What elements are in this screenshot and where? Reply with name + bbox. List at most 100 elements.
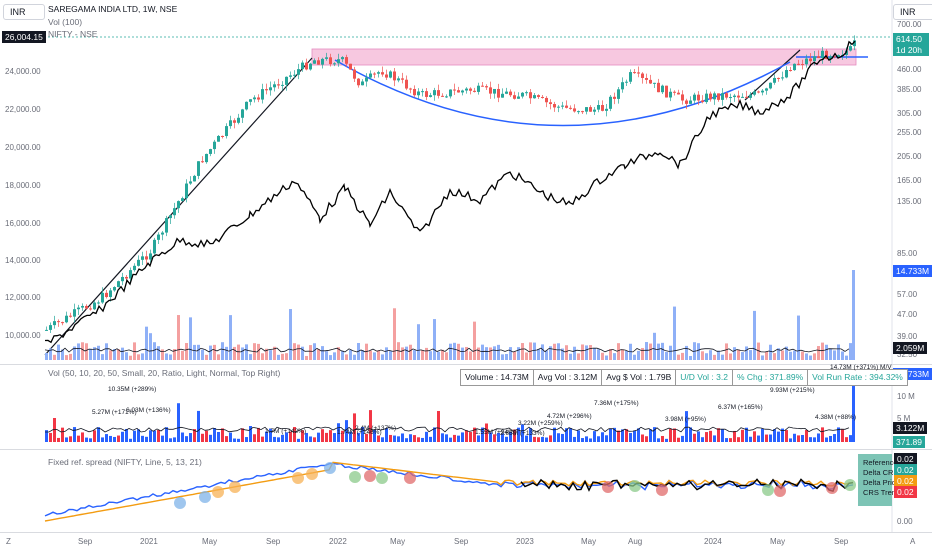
- candle: [209, 149, 212, 154]
- volume-bar: [349, 349, 352, 360]
- candle: [121, 276, 124, 282]
- volume-bar: [413, 350, 416, 360]
- volume-bar: [749, 436, 752, 442]
- auto-scale-icon[interactable]: A: [910, 537, 916, 546]
- left-axis-tick: 24,000.00: [5, 67, 41, 76]
- label-crs-trend: CRS Trend: [863, 488, 901, 497]
- volume-bar: [669, 345, 672, 360]
- volume-bar: [325, 432, 328, 442]
- volume-bar: [485, 347, 488, 360]
- candle: [289, 75, 292, 77]
- volume-bar: [493, 346, 496, 360]
- candle: [309, 63, 312, 70]
- currency-selector[interactable]: INR: [3, 4, 45, 20]
- volume-bar: [777, 431, 780, 442]
- candle: [77, 307, 80, 310]
- volume-legend[interactable]: Vol (100): [48, 17, 83, 27]
- volume-bar: [381, 437, 384, 442]
- volume-bar: [629, 432, 632, 442]
- spread-legend[interactable]: Fixed ref. spread (NIFTY, Line, 5, 13, 2…: [48, 457, 202, 467]
- spread-dot: [602, 481, 614, 493]
- vol-pane-legend[interactable]: Vol (50, 10, 20, 50, Small, 20, Ratio, L…: [48, 368, 281, 378]
- volume-bar: [129, 438, 132, 442]
- right-axis-tick: 32.50: [897, 350, 918, 359]
- candle: [737, 95, 740, 98]
- time-axis-label: May: [202, 537, 218, 546]
- volume-bar: [833, 350, 836, 360]
- volume-bar: [97, 427, 100, 442]
- volume-bar: [45, 430, 48, 442]
- candle: [509, 91, 512, 96]
- volume-bar: [593, 348, 596, 360]
- volume-bar: [405, 346, 408, 360]
- volume-bar: [757, 342, 760, 360]
- candle: [617, 89, 620, 99]
- volume-bar: [441, 433, 444, 442]
- candle: [437, 90, 440, 96]
- compare-legend[interactable]: NIFTY - NSE: [48, 29, 98, 39]
- volume-bar: [493, 434, 496, 442]
- candle: [633, 72, 636, 74]
- volume-bar: [852, 270, 855, 360]
- currency-selector-right[interactable]: INR: [893, 4, 932, 20]
- volume-bar: [49, 348, 52, 360]
- volume-bar: [505, 353, 508, 360]
- candle: [833, 56, 836, 58]
- pane-divider[interactable]: [0, 364, 932, 365]
- candle: [825, 50, 828, 60]
- volume-bar: [769, 434, 772, 442]
- vol-annotation: 6.37M (+165%): [718, 404, 763, 411]
- pane-divider[interactable]: [0, 449, 932, 450]
- volume-bar: [633, 430, 636, 442]
- candle: [357, 78, 360, 86]
- volume-bar: [265, 431, 268, 442]
- candle: [201, 161, 204, 163]
- volume-bar: [477, 435, 480, 442]
- volume-bar: [641, 347, 644, 360]
- symbol-title[interactable]: SAREGAMA INDIA LTD, 1W, NSE: [48, 4, 178, 14]
- volume-bar: [845, 437, 848, 442]
- spread-dot: [404, 472, 416, 484]
- candle: [813, 56, 816, 62]
- left-axis-tick: 14,000.00: [5, 256, 41, 265]
- spread-dot: [229, 481, 241, 493]
- candle: [605, 108, 608, 111]
- candle: [421, 91, 424, 93]
- volume-bar: [273, 346, 276, 360]
- left-price-badge: 26,004.15: [2, 31, 46, 43]
- volume-bar: [237, 438, 240, 442]
- volume-bar: [473, 427, 476, 442]
- volume-bar: [177, 315, 180, 360]
- volume-bar: [225, 436, 228, 442]
- volume-bar: [673, 306, 676, 360]
- candle: [805, 58, 808, 65]
- volume-bar: [845, 355, 848, 360]
- candle: [637, 72, 640, 74]
- volume-bar: [617, 430, 620, 442]
- volume-bar: [109, 350, 112, 360]
- volume-bar: [245, 344, 248, 360]
- volume-bar: [852, 372, 855, 442]
- volume-bar: [605, 435, 608, 442]
- volume-bar: [345, 420, 348, 442]
- spread-dot: [844, 479, 856, 491]
- spread-value-3: 0.02: [894, 475, 917, 487]
- volume-bar: [205, 430, 208, 442]
- spread-dot: [762, 484, 774, 496]
- candle: [441, 95, 444, 97]
- volume-bar: [677, 437, 680, 442]
- volume-bar: [841, 429, 844, 442]
- left-axis-tick: 18,000.00: [5, 181, 41, 190]
- candle: [573, 108, 576, 112]
- volume-bar: [285, 432, 288, 442]
- candle: [641, 73, 644, 78]
- volume-bar: [601, 432, 604, 442]
- candle: [217, 135, 220, 142]
- volume-bar: [501, 354, 504, 360]
- volume-bar: [733, 430, 736, 442]
- volume-bar: [661, 435, 664, 442]
- candle: [765, 88, 768, 91]
- candle: [345, 57, 348, 64]
- zoom-icon[interactable]: Z: [6, 537, 11, 546]
